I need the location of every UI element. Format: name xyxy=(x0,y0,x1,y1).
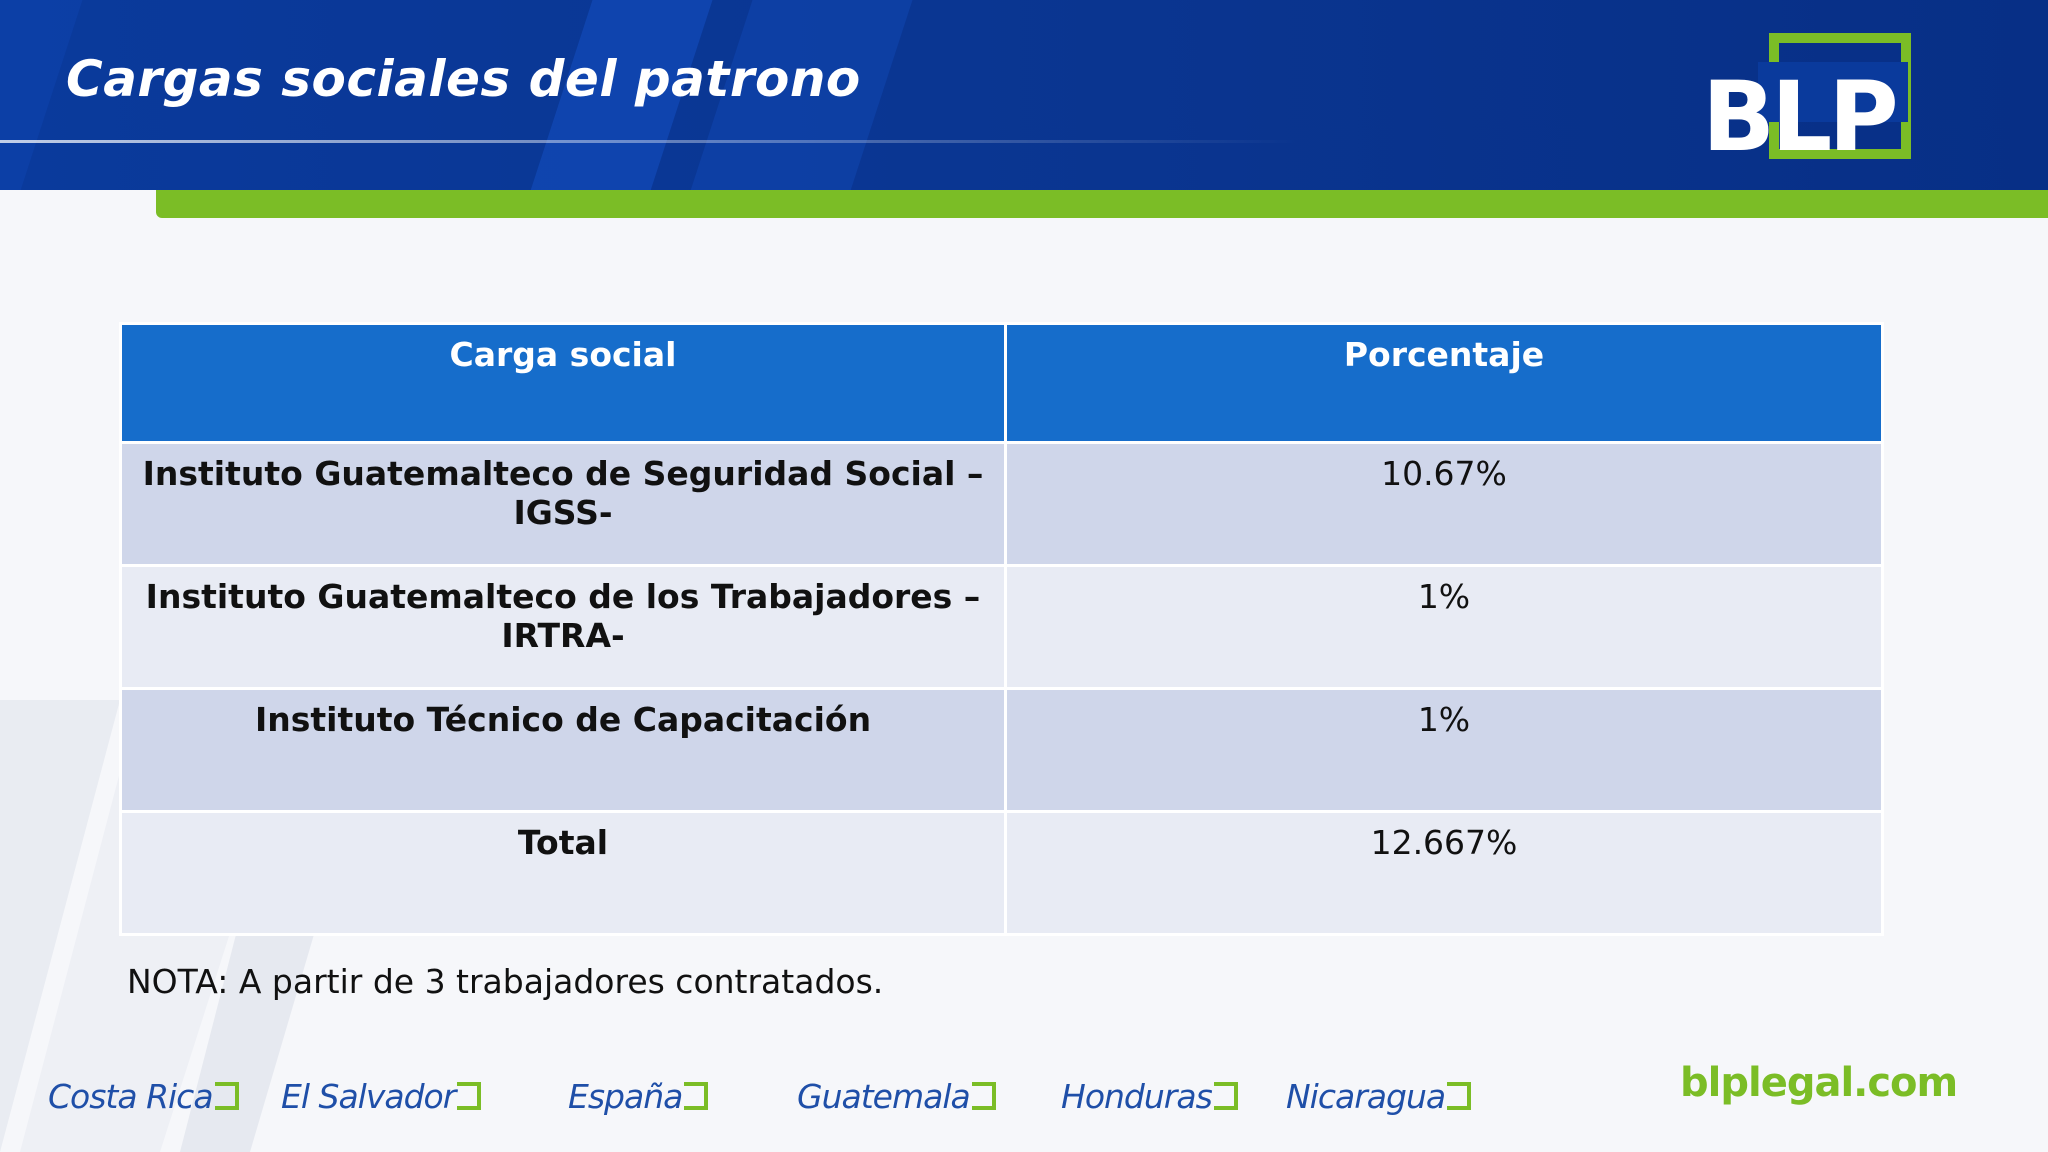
total-percentage: 12.667% xyxy=(1004,810,1884,936)
table-row: Instituto Técnico de Capacitación 1% xyxy=(119,687,1884,813)
country-label: Costa Rica xyxy=(48,1077,214,1116)
table-row: Instituto Guatemalteco de Seguridad Soci… xyxy=(119,441,1884,567)
bracket-icon xyxy=(1213,1082,1238,1110)
country-espana[interactable]: España xyxy=(568,1060,709,1116)
table-row: Instituto Guatemalteco de los Trabajador… xyxy=(119,564,1884,690)
bracket-icon xyxy=(214,1082,239,1110)
charge-label: Instituto Guatemalteco de Seguridad Soci… xyxy=(119,441,1007,567)
table-header-row: Carga social Porcentaje xyxy=(119,322,1884,444)
total-label: Total xyxy=(119,810,1007,936)
country-label: Guatemala xyxy=(797,1077,971,1116)
bracket-icon xyxy=(1447,1082,1472,1110)
country-el-salvador[interactable]: El Salvador xyxy=(281,1060,482,1116)
charge-percentage: 1% xyxy=(1004,564,1884,690)
charge-percentage: 1% xyxy=(1004,687,1884,813)
accent-bar xyxy=(156,190,2048,218)
column-header-percentage: Porcentaje xyxy=(1004,322,1884,444)
country-costa-rica[interactable]: Costa Rica xyxy=(48,1060,239,1116)
charge-label: Instituto Técnico de Capacitación xyxy=(119,687,1007,813)
header-divider xyxy=(0,140,1300,143)
country-honduras[interactable]: Honduras xyxy=(1061,1060,1238,1116)
social-charges-table: Carga social Porcentaje Instituto Guatem… xyxy=(119,322,1884,936)
website-link[interactable]: blplegal.com xyxy=(1680,1060,1958,1106)
page-title: Cargas sociales del patrono xyxy=(66,50,861,108)
footnote: NOTA: A partir de 3 trabajadores contrat… xyxy=(127,962,884,1001)
country-label: El Salvador xyxy=(281,1077,456,1116)
country-label: Nicaragua xyxy=(1286,1077,1446,1116)
charge-label: Instituto Guatemalteco de los Trabajador… xyxy=(119,564,1007,690)
country-guatemala[interactable]: Guatemala xyxy=(797,1060,996,1116)
country-label: España xyxy=(568,1077,683,1116)
country-list: Costa Rica El Salvador España Guatemala … xyxy=(0,1060,1560,1120)
table-total-row: Total 12.667% xyxy=(119,810,1884,936)
bracket-icon xyxy=(684,1082,709,1110)
charge-percentage: 10.67% xyxy=(1004,441,1884,567)
blp-logo: BLP xyxy=(1702,33,1911,164)
header-banner: Cargas sociales del patrono BLP xyxy=(0,0,2048,190)
bracket-icon xyxy=(457,1082,482,1110)
country-nicaragua[interactable]: Nicaragua xyxy=(1286,1060,1472,1116)
column-header-charge: Carga social xyxy=(119,322,1007,444)
svg-text:BLP: BLP xyxy=(1702,61,1895,164)
bracket-icon xyxy=(971,1082,996,1110)
country-label: Honduras xyxy=(1061,1077,1213,1116)
